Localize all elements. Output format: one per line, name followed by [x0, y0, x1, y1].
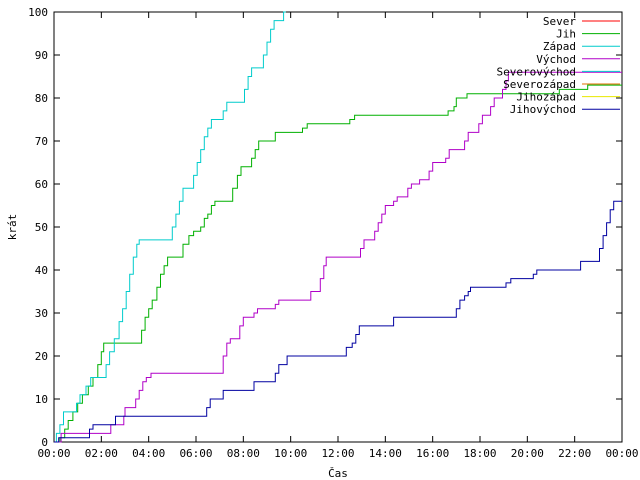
y-axis-label: krát — [6, 214, 19, 241]
y-tick-label: 0 — [41, 436, 48, 449]
x-tick-label: 16:00 — [416, 447, 449, 460]
x-tick-label: 12:00 — [321, 447, 354, 460]
series-line-7 — [54, 200, 622, 443]
x-tick-label: 08:00 — [227, 447, 260, 460]
legend-label: Severovýchod — [497, 65, 576, 78]
y-tick-label: 10 — [35, 393, 48, 406]
y-tick-label: 40 — [35, 264, 48, 277]
legend-label: Jihovýchod — [510, 103, 576, 116]
legend-label: Jihozápad — [516, 91, 576, 104]
y-tick-label: 100 — [28, 6, 48, 19]
x-tick-label: 14:00 — [369, 447, 402, 460]
series-line-3 — [54, 71, 622, 443]
x-tick-label: 22:00 — [558, 447, 591, 460]
legend-label: Východ — [536, 53, 576, 66]
y-tick-label: 80 — [35, 92, 48, 105]
x-tick-label: 18:00 — [463, 447, 496, 460]
y-tick-label: 50 — [35, 221, 48, 234]
series-line-2 — [54, 11, 286, 443]
y-tick-label: 20 — [35, 350, 48, 363]
legend-label: Jih — [556, 28, 576, 41]
x-axis-label: Čas — [328, 467, 348, 480]
legend-label: Západ — [543, 40, 576, 53]
y-tick-label: 90 — [35, 49, 48, 62]
y-tick-label: 60 — [35, 178, 48, 191]
x-tick-label: 00:00 — [605, 447, 638, 460]
y-tick-label: 70 — [35, 135, 48, 148]
y-tick-label: 30 — [35, 307, 48, 320]
x-tick-label: 20:00 — [511, 447, 544, 460]
x-tick-label: 06:00 — [179, 447, 212, 460]
x-tick-label: 00:00 — [37, 447, 70, 460]
x-tick-label: 04:00 — [132, 447, 165, 460]
axis-ticks: 0 10 20 30 40 50 60 70 80 90 100 00:00 02:00 04:00 06:… — [28, 6, 638, 460]
series-line-1 — [54, 84, 622, 443]
legend-label: Severozápad — [503, 78, 576, 91]
legend: SeverJihZápadVýchodSeverovýchodSeverozáp… — [497, 15, 620, 116]
legend-label: Sever — [543, 15, 576, 28]
x-tick-label: 10:00 — [274, 447, 307, 460]
series-layer — [54, 11, 622, 443]
x-tick-label: 02:00 — [85, 447, 118, 460]
